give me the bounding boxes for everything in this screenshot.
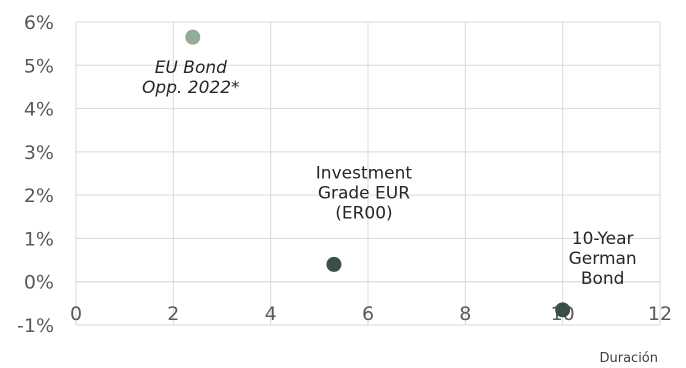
- y-tick-label: 4%: [24, 99, 54, 121]
- y-tick-label: -1%: [17, 315, 54, 337]
- point-label: Grade EUR: [318, 183, 410, 203]
- point-label: Bond: [581, 269, 625, 289]
- point-label: (ER00): [335, 203, 392, 223]
- x-axis-ticks: 024681012: [70, 303, 672, 325]
- x-tick-label: 4: [265, 303, 277, 325]
- data-points: [185, 29, 571, 318]
- point-label: Investment: [316, 163, 413, 183]
- data-point: [185, 29, 201, 45]
- y-tick-label: 3%: [24, 142, 54, 164]
- x-tick-label: 6: [362, 303, 374, 325]
- point-label: Opp. 2022*: [142, 78, 240, 98]
- data-point: [555, 302, 571, 318]
- data-point: [326, 256, 342, 272]
- y-axis-ticks: -1% 0% 1% 2% 3% 4% 5% 6%: [17, 12, 54, 337]
- x-tick-label: 2: [167, 303, 179, 325]
- point-label: 10-Year: [572, 229, 634, 249]
- x-tick-label: 12: [648, 303, 672, 325]
- point-label: German: [569, 249, 637, 269]
- y-tick-label: 1%: [24, 228, 54, 250]
- x-tick-label: 0: [70, 303, 82, 325]
- y-tick-label: 0%: [24, 272, 54, 294]
- y-tick-label: 2%: [24, 185, 54, 207]
- point-label: EU Bond: [155, 58, 227, 78]
- x-tick-label: 8: [459, 303, 471, 325]
- y-tick-label: 6%: [24, 12, 54, 34]
- x-axis-title: Duración: [599, 351, 658, 366]
- gridlines: [75, 21, 661, 326]
- y-tick-label: 5%: [24, 55, 54, 77]
